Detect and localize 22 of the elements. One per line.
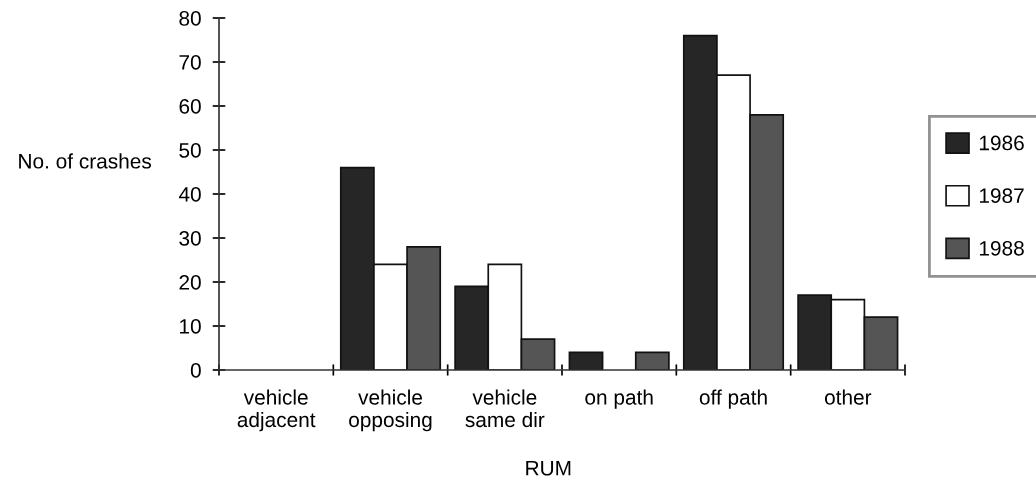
y-tick-label: 60 bbox=[179, 99, 201, 114]
x-tick-label: vehicle adjacent bbox=[237, 389, 316, 432]
y-tick-label: 80 bbox=[179, 11, 201, 26]
bar bbox=[568, 351, 604, 370]
y-tick-label: 30 bbox=[179, 231, 201, 246]
y-tick-label: 70 bbox=[179, 55, 201, 70]
legend-label: 1988 bbox=[979, 240, 1024, 256]
x-tick-label: vehicle opposing bbox=[349, 389, 432, 432]
x-tick-label: on path bbox=[585, 389, 653, 409]
legend-label: 1987 bbox=[979, 188, 1024, 204]
bar bbox=[634, 351, 670, 370]
x-tick-label: off path bbox=[699, 389, 767, 409]
y-tick-label: 10 bbox=[180, 319, 201, 334]
x-tick-label: vehicle same dir bbox=[465, 389, 545, 428]
y-tick-label: 0 bbox=[190, 363, 201, 378]
x-tick-label: other bbox=[824, 389, 872, 405]
y-tick-label: 50 bbox=[179, 143, 201, 158]
y-tick-label: 40 bbox=[178, 187, 201, 202]
y-axis-title: No. of crashes bbox=[19, 153, 152, 169]
y-tick-label: 20 bbox=[179, 275, 201, 290]
legend-label: 1986 bbox=[979, 135, 1024, 151]
x-axis-title: RUM bbox=[526, 461, 571, 476]
